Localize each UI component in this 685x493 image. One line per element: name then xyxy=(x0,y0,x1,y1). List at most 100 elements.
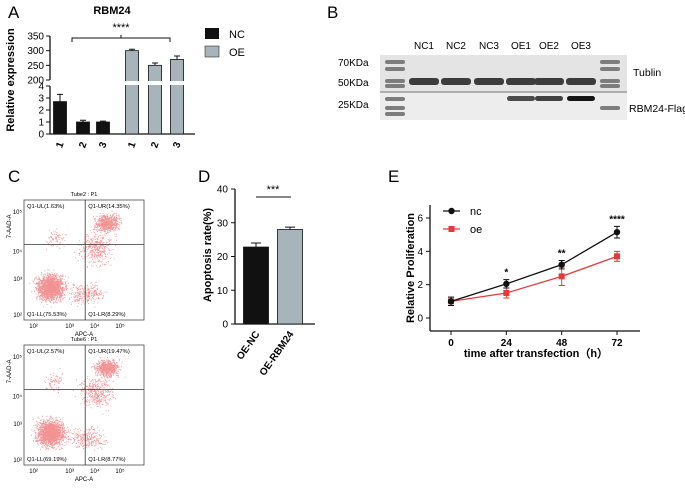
chart-e-point-nc xyxy=(613,228,621,236)
chart-e-ytick-label: 0 xyxy=(417,314,423,325)
chart-d-errorbar xyxy=(251,242,261,248)
legend-e-nc-label: nc xyxy=(470,206,482,218)
blot-band-rbm24-flag xyxy=(507,96,535,101)
chart-a-xtick-label: 3 xyxy=(171,140,183,149)
blot-lane-label: NC2 xyxy=(446,41,466,52)
flow-xtick-label: 10² xyxy=(29,469,38,475)
flow-plot: Tube2 : P1 Q1-UL(1.63%) Q1-UR(14.35%) Q1-LL… xyxy=(7,192,145,338)
panel-d: D Apoptosis rate(%) 0 10 20 30 40 OE-NCOE-RBM… xyxy=(198,167,315,378)
blot-lane-label: OE1 xyxy=(511,41,531,52)
flow-xtick-label: 10² xyxy=(29,324,38,330)
blot-marker-band xyxy=(385,84,405,88)
blot-marker-band xyxy=(385,112,405,116)
blot-band-tublin xyxy=(534,78,564,85)
blot-tublin-membrane xyxy=(380,55,627,93)
blot-lane-label: OE3 xyxy=(571,41,591,52)
flow-plot-dots xyxy=(31,357,126,451)
chart-a-ylabel: Relative expression xyxy=(5,28,17,132)
flow-ytick-label: 10⁵ xyxy=(13,354,23,361)
flow-plot: Tube6 : P1 Q1-UL(2.57%) Q1-UR(19.47%) Q1-LL… xyxy=(7,337,145,483)
flow-plot-frame xyxy=(23,344,145,466)
chart-a-ytick-lower-label: 0 xyxy=(38,130,44,141)
marker-25kda: 25KDa xyxy=(338,100,369,111)
flow-quadrant-lr: Q1-LR(8.29%) xyxy=(88,312,125,318)
chart-a-xtick-label: 2 xyxy=(77,140,89,149)
flow-ytick-label: 10⁴ xyxy=(13,249,23,256)
flow-ytick-label: 10² xyxy=(13,458,22,464)
flow-xlabel: APC-A xyxy=(75,332,93,338)
chart-a-errorbar xyxy=(152,62,158,66)
legend-a-nc-label: NC xyxy=(229,29,245,41)
flow-quadrant-ul: Q1-UL(2.57%) xyxy=(27,349,64,355)
chart-e-point-oe xyxy=(614,253,620,260)
panel-label-d: D xyxy=(198,167,210,186)
panel-label-b: B xyxy=(327,3,338,22)
blot-lane-label: OE2 xyxy=(539,41,559,52)
flow-ylabel: 7-AAD-A xyxy=(7,360,13,384)
chart-a-errorbar xyxy=(100,120,106,122)
chart-d-ytick-label: 20 xyxy=(217,252,229,263)
chart-a-significance: **** xyxy=(112,22,130,34)
chart-a-bar-nc xyxy=(53,101,67,135)
chart-a-significance-bracket xyxy=(71,35,171,42)
chart-e-xtick-label: 72 xyxy=(611,338,623,349)
chart-e-ylabel: Relative Proliferation xyxy=(405,213,417,323)
blot-marker-band xyxy=(385,106,405,110)
chart-a-bars xyxy=(53,48,185,135)
chart-a-ytick-lower-label: 3 xyxy=(38,94,44,105)
blot-bands xyxy=(385,60,620,116)
chart-e-ytick-label: 6 xyxy=(417,214,423,225)
flow-plot-frame xyxy=(23,199,145,321)
chart-a-bar-nc xyxy=(76,121,90,135)
blot-marker-band xyxy=(600,84,620,88)
blot-lane-label: NC3 xyxy=(479,41,499,52)
chart-d-ytick-label: 10 xyxy=(217,286,229,297)
flow-ytick-label: 10⁵ xyxy=(13,209,23,216)
chart-e-line-oe xyxy=(450,255,618,302)
chart-e-significance: ** xyxy=(558,249,566,260)
chart-e-point-nc xyxy=(447,298,455,305)
flow-xtick-label: 10³ xyxy=(65,324,74,330)
chart-e-point-oe xyxy=(558,273,565,280)
flow-quadrant-ll: Q1-LL(75.53%) xyxy=(27,312,67,318)
chart-e-ytick-label: 4 xyxy=(417,247,423,258)
band-label-rbm24-flag: RBM24-Flag xyxy=(629,103,685,115)
flow-ylabel: 7-AAD-A xyxy=(7,215,13,239)
legend-e-oe-marker xyxy=(448,226,455,232)
chart-e-significance: * xyxy=(504,268,508,279)
chart-a-xtick-label: 1 xyxy=(126,140,138,149)
blot-band-tublin xyxy=(474,78,504,85)
panel-b: B NC1 NC2 NC3 OE1 OE2 OE3 70KDa 50KDa 25KDa T… xyxy=(327,3,685,120)
panel-label-e: E xyxy=(388,167,399,186)
flow-xtick-label: 10⁴ xyxy=(90,323,100,330)
chart-a-ytick-upper-label: 250 xyxy=(27,61,44,72)
chart-e-xtick-label: 48 xyxy=(556,338,568,349)
blot-marker-band xyxy=(600,106,620,110)
chart-e-xtick-label: 24 xyxy=(501,338,513,349)
chart-e-point-nc xyxy=(503,280,510,288)
panel-label-a: A xyxy=(8,3,20,22)
band-label-tublin: Tublin xyxy=(633,67,661,79)
blot-lane-labels: NC1 NC2 NC3 OE1 OE2 OE3 xyxy=(414,41,591,52)
flow-plots: Tube2 : P1 Q1-UL(1.63%) Q1-UR(14.35%) Q1-LL… xyxy=(7,192,145,483)
panel-a: A RBM24 Relative expression 200 250 300 350… xyxy=(5,3,245,150)
chart-e-point-oe xyxy=(503,290,510,296)
chart-d-significance: *** xyxy=(267,184,281,196)
panel-e: E Relative Proliferation time after tran… xyxy=(388,167,640,360)
chart-a-bar-nc xyxy=(96,121,110,135)
flow-xtick-label: 10⁴ xyxy=(90,468,100,475)
marker-70kda: 70KDa xyxy=(338,58,369,69)
marker-50kda: 50KDa xyxy=(338,78,369,89)
chart-a-xtick-label: 3 xyxy=(97,140,109,149)
chart-a-bar-oe xyxy=(125,50,139,135)
chart-a-ytick-lower-label: 4 xyxy=(38,82,44,93)
flow-quadrant-ur: Q1-UR(14.35%) xyxy=(88,204,130,210)
chart-d-xtick-label: OE-RBM24 xyxy=(258,329,297,378)
chart-a-errorbar xyxy=(80,119,86,122)
flow-plot-title: Tube6 : P1 xyxy=(71,337,98,343)
flow-xlabel: APC-A xyxy=(75,477,93,483)
